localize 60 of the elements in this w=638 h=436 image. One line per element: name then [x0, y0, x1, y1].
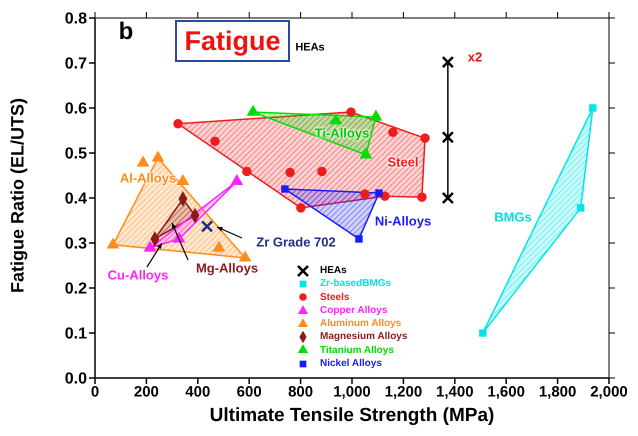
point: [442, 192, 454, 204]
annotation: Zr Grade 702: [256, 234, 336, 250]
x-tick-label: 1,000: [333, 384, 371, 401]
annotation: BMGs: [494, 210, 532, 224]
point: [479, 329, 487, 337]
point: [285, 168, 295, 178]
point: [296, 203, 306, 213]
legend-label: Zr-basedBMGs: [320, 277, 392, 291]
annotation: x2: [468, 50, 482, 64]
y-tick-label: 0.5: [64, 146, 88, 163]
point: [442, 131, 454, 144]
y-tick-label: 0.7: [64, 56, 88, 73]
x-tick-label: 1,200: [384, 384, 422, 401]
point: [420, 133, 430, 143]
legend-label: Steels: [320, 290, 350, 304]
y-axis-title: Fatigue Ratio (EL/UTS): [7, 98, 28, 293]
point: [417, 192, 427, 202]
x-tick-label: 1,800: [538, 384, 576, 401]
point: [360, 189, 370, 199]
y-tick-label: 0.4: [64, 190, 88, 208]
x-tick-label: 0: [90, 384, 100, 401]
point: [281, 185, 289, 193]
x-axis-title: Ultimate Tensile Strength (MPa): [210, 405, 494, 426]
annotation: Mg-Alloys: [196, 260, 258, 276]
point: [173, 119, 183, 128]
legend-label: Aluminum Alloys: [320, 317, 402, 330]
x-tick-label: 200: [134, 384, 159, 401]
point: [589, 104, 597, 112]
y-tick-label: 0.3: [64, 236, 88, 253]
x-tick-label: 1,600: [487, 384, 525, 401]
y-tick-label: 0.2: [64, 280, 88, 298]
y-tick-label: 0.0: [64, 370, 88, 388]
point: [200, 220, 214, 233]
x-tick-label: 2,000: [590, 384, 628, 401]
x-tick-label: 600: [236, 384, 262, 401]
annotation: b: [118, 18, 134, 45]
legend-label: Nickel Alloys: [320, 357, 382, 370]
x-tick-label: 800: [288, 384, 314, 401]
annotation: Ni-Alloys: [374, 214, 432, 228]
annotation: Cu-Alloys: [108, 268, 168, 282]
annotation: Fatigue: [175, 20, 290, 62]
point: [346, 107, 356, 117]
point: [242, 166, 252, 176]
y-tick-label: 0.1: [64, 326, 88, 343]
point: [388, 128, 398, 138]
point: [317, 166, 327, 176]
legend-label: Copper Alloys: [320, 304, 388, 318]
y-tick-label: 0.6: [64, 100, 88, 118]
y-tick-label: 0.8: [64, 10, 88, 28]
point: [375, 189, 383, 197]
annotation: HEAs: [295, 42, 325, 54]
point: [210, 136, 220, 146]
point: [577, 204, 584, 212]
x-tick-label: 1,400: [436, 384, 474, 401]
point: [355, 235, 363, 243]
legend-label: Magnesium Alloys: [320, 330, 408, 344]
legend-label: HEAs: [320, 264, 347, 278]
x-tick-label: 400: [185, 384, 210, 401]
point: [442, 56, 454, 68]
legend-label: Titanium Alloys: [320, 344, 394, 358]
